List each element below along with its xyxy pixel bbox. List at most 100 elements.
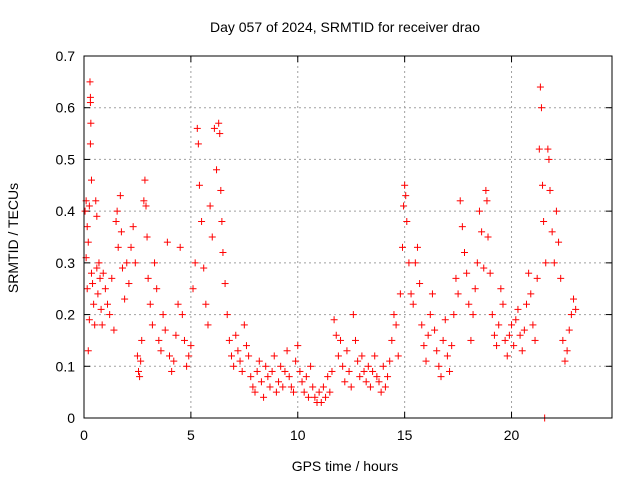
data-point [253, 367, 261, 375]
data-point [141, 176, 149, 184]
data-point [296, 367, 304, 375]
data-point [469, 311, 477, 319]
data-point [351, 336, 359, 344]
data-point [104, 300, 112, 308]
data-point [97, 305, 105, 313]
data-point [129, 223, 137, 231]
data-point [221, 280, 229, 288]
data-point [403, 217, 411, 225]
data-point [95, 259, 103, 267]
data-point [443, 352, 451, 360]
data-point [394, 352, 402, 360]
data-point [123, 259, 131, 267]
data-point [213, 166, 221, 174]
data-point [87, 176, 95, 184]
data-point [486, 269, 494, 277]
data-point [424, 331, 432, 339]
data-point [533, 274, 541, 282]
data-point [544, 145, 552, 153]
x-axis-label: GPS time / hours [292, 458, 399, 474]
data-point [435, 362, 443, 370]
data-point [272, 388, 280, 396]
y-tick-label: 0.1 [56, 358, 76, 374]
data-point [83, 223, 91, 231]
data-point [545, 155, 553, 163]
data-point [463, 269, 471, 277]
data-point [559, 336, 567, 344]
data-point [563, 347, 571, 355]
data-point [234, 347, 242, 355]
data-point [114, 243, 122, 251]
data-point [281, 367, 289, 375]
data-point [362, 378, 370, 386]
data-point [567, 311, 575, 319]
data-point [535, 145, 543, 153]
data-point [292, 357, 300, 365]
data-point [341, 378, 349, 386]
data-point [384, 373, 392, 381]
data-point [375, 378, 383, 386]
data-point [96, 274, 104, 282]
data-point [148, 321, 156, 329]
data-point [110, 326, 118, 334]
data-point [183, 362, 191, 370]
data-point [411, 259, 419, 267]
data-point [426, 311, 434, 319]
data-point [381, 383, 389, 391]
data-point [490, 331, 498, 339]
data-point [319, 383, 327, 391]
data-point [401, 181, 409, 189]
data-point [85, 202, 93, 210]
data-point [527, 290, 535, 298]
data-point [330, 316, 338, 324]
data-point [529, 321, 537, 329]
data-point [461, 249, 469, 257]
data-point [279, 383, 287, 391]
data-point [439, 336, 447, 344]
data-point [242, 342, 250, 350]
data-point [230, 362, 238, 370]
data-point [483, 197, 491, 205]
data-point [146, 300, 154, 308]
data-point [142, 202, 150, 210]
data-point [518, 347, 526, 355]
data-point [300, 388, 308, 396]
data-point [508, 321, 516, 329]
data-point [260, 393, 268, 401]
data-point [86, 78, 94, 86]
data-point [557, 274, 565, 282]
data-point [377, 388, 385, 396]
data-point [227, 352, 235, 360]
data-point [332, 331, 340, 339]
data-point [251, 388, 259, 396]
data-point [210, 124, 218, 132]
data-point [315, 388, 323, 396]
data-point [540, 217, 548, 225]
data-point [106, 311, 114, 319]
y-tick-label: 0.3 [56, 255, 76, 271]
data-point [236, 357, 244, 365]
data-point [302, 373, 310, 381]
data-point [510, 342, 518, 350]
data-point [484, 233, 492, 241]
data-point [520, 326, 528, 334]
data-point [194, 140, 202, 148]
data-point [555, 238, 563, 246]
data-point [339, 362, 347, 370]
data-point [89, 280, 97, 288]
data-point [552, 207, 560, 215]
data-point [208, 233, 216, 241]
x-tick-label: 5 [187, 427, 195, 443]
data-point [166, 352, 174, 360]
data-point [174, 300, 182, 308]
data-point [215, 119, 223, 127]
data-point [349, 311, 357, 319]
data-point [131, 259, 139, 267]
data-point [121, 295, 129, 303]
data-point [396, 290, 404, 298]
data-point [450, 311, 458, 319]
x-tick-label: 15 [397, 427, 413, 443]
data-point [561, 357, 569, 365]
data-point [345, 367, 353, 375]
data-point [446, 367, 454, 375]
